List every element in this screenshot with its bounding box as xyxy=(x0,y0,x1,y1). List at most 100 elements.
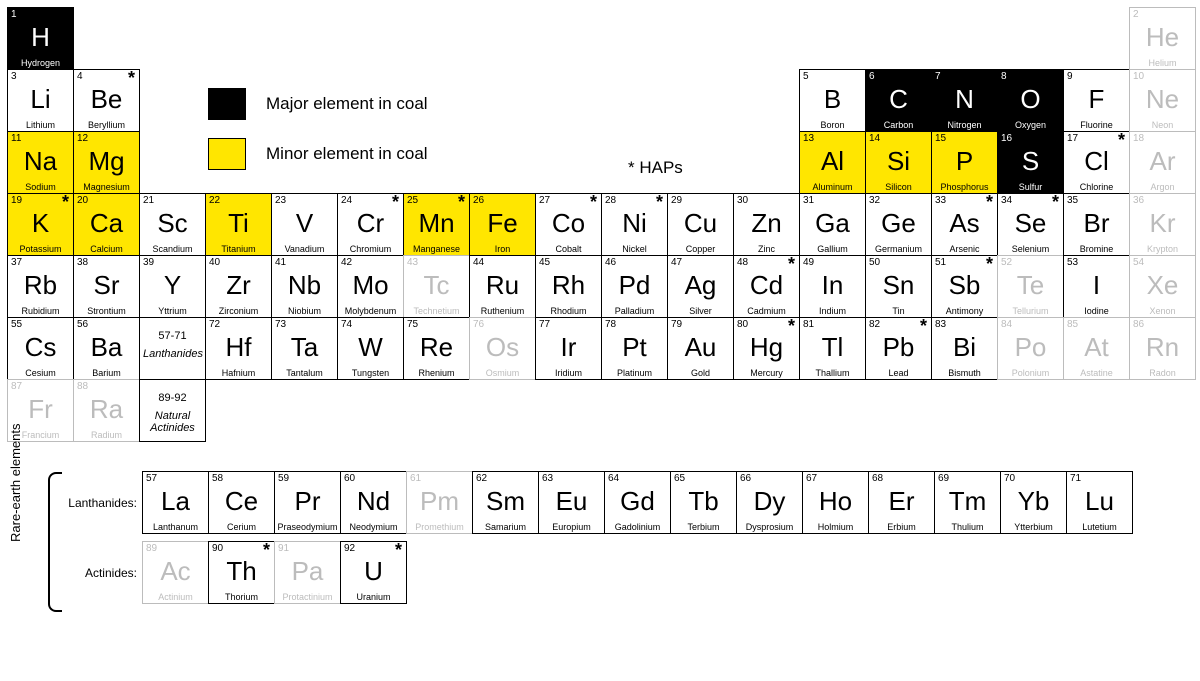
atomic-number: 19 xyxy=(11,195,22,206)
element-name: Phosphorus xyxy=(932,182,997,192)
element-name: Selenium xyxy=(998,244,1063,254)
element-cell-ni: 28*NiNickel xyxy=(601,193,668,256)
hap-marker: * xyxy=(62,193,69,213)
atomic-number: 52 xyxy=(1001,257,1012,268)
element-cell-ba: 56BaBarium xyxy=(73,317,140,380)
legend-swatch-major xyxy=(208,88,246,120)
atomic-number: 72 xyxy=(209,319,220,330)
atomic-number: 16 xyxy=(1001,133,1012,144)
element-cell-se: 34*SeSelenium xyxy=(997,193,1064,256)
element-cell-br: 35BrBromine xyxy=(1063,193,1130,256)
atomic-number: 26 xyxy=(473,195,484,206)
element-cell-cu: 29CuCopper xyxy=(667,193,734,256)
element-symbol: Eu xyxy=(542,488,601,514)
element-name: Tin xyxy=(866,306,931,316)
element-name: Ruthenium xyxy=(470,306,535,316)
element-symbol: Y xyxy=(143,272,202,298)
atomic-number: 7 xyxy=(935,71,941,82)
element-name: Tantalum xyxy=(272,368,337,378)
element-symbol: At xyxy=(1067,334,1126,360)
element-symbol: Ca xyxy=(77,210,136,236)
element-cell-pb: 82*PbLead xyxy=(865,317,932,380)
element-symbol: Ge xyxy=(869,210,928,236)
legend-haps: * HAPs xyxy=(628,158,683,178)
element-name: Germanium xyxy=(866,244,931,254)
element-name: Osmium xyxy=(470,368,535,378)
element-symbol: I xyxy=(1067,272,1126,298)
element-name: Scandium xyxy=(140,244,205,254)
hap-marker: * xyxy=(788,317,795,337)
element-symbol: Kr xyxy=(1133,210,1192,236)
atomic-number: 49 xyxy=(803,257,814,268)
element-name: Promethium xyxy=(407,522,472,532)
element-cell-hf: 72HfHafnium xyxy=(205,317,272,380)
atomic-number: 67 xyxy=(806,473,817,484)
element-cell-xe: 54XeXenon xyxy=(1129,255,1196,318)
element-symbol: As xyxy=(935,210,994,236)
element-symbol: Xe xyxy=(1133,272,1192,298)
element-cell-nd: 60NdNeodymium xyxy=(340,471,407,534)
rare-earth-side-label: Rare-earth elements xyxy=(8,424,23,543)
element-symbol: Re xyxy=(407,334,466,360)
atomic-number: 28 xyxy=(605,195,616,206)
element-symbol: Pm xyxy=(410,488,469,514)
element-symbol: Cl xyxy=(1067,148,1126,174)
atomic-number: 37 xyxy=(11,257,22,268)
element-name: Chromium xyxy=(338,244,403,254)
element-symbol: Ga xyxy=(803,210,862,236)
hap-marker: * xyxy=(1052,193,1059,213)
atomic-number: 91 xyxy=(278,543,289,554)
atomic-number: 54 xyxy=(1133,257,1144,268)
element-cell-al: 13AlAluminum xyxy=(799,131,866,194)
element-name: Boron xyxy=(800,120,865,130)
lanthanides-label: Lanthanides: xyxy=(68,496,143,510)
placeholder-cell: 89-92Natural Actinides xyxy=(139,379,206,442)
atomic-number: 3 xyxy=(11,71,17,82)
element-symbol: Sm xyxy=(476,488,535,514)
element-name: Niobium xyxy=(272,306,337,316)
element-cell-p: 15PPhosphorus xyxy=(931,131,998,194)
element-symbol: Ta xyxy=(275,334,334,360)
element-symbol: Os xyxy=(473,334,532,360)
element-cell-te: 52TeTellurium xyxy=(997,255,1064,318)
element-name: Platinum xyxy=(602,368,667,378)
hap-marker: * xyxy=(395,541,402,561)
hap-marker: * xyxy=(986,193,993,213)
element-name: Neodymium xyxy=(341,522,406,532)
hap-marker: * xyxy=(656,193,663,213)
element-cell-dy: 66DyDysprosium xyxy=(736,471,803,534)
atomic-number: 23 xyxy=(275,195,286,206)
element-symbol: Tb xyxy=(674,488,733,514)
element-cell-cl: 17*ClChlorine xyxy=(1063,131,1130,194)
element-cell-rb: 37RbRubidium xyxy=(7,255,74,318)
element-symbol: La xyxy=(146,488,205,514)
atomic-number: 18 xyxy=(1133,133,1144,144)
element-name: Copper xyxy=(668,244,733,254)
element-name: Radium xyxy=(74,430,139,440)
atomic-number: 25 xyxy=(407,195,418,206)
element-symbol: Nb xyxy=(275,272,334,298)
atomic-number: 64 xyxy=(608,473,619,484)
element-symbol: N xyxy=(935,86,994,112)
atomic-number: 42 xyxy=(341,257,352,268)
atomic-number: 15 xyxy=(935,133,946,144)
element-name: Manganese xyxy=(404,244,469,254)
element-name: Chlorine xyxy=(1064,182,1129,192)
element-name: Cobalt xyxy=(536,244,601,254)
element-symbol: Ra xyxy=(77,396,136,422)
element-cell-gd: 64GdGadolinium xyxy=(604,471,671,534)
element-name: Radon xyxy=(1130,368,1195,378)
element-symbol: In xyxy=(803,272,862,298)
atomic-number: 17 xyxy=(1067,133,1078,144)
element-cell-i: 53IIodine xyxy=(1063,255,1130,318)
element-symbol: Zr xyxy=(209,272,268,298)
element-cell-w: 74WTungsten xyxy=(337,317,404,380)
element-name: Lithium xyxy=(8,120,73,130)
element-name: Antimony xyxy=(932,306,997,316)
element-name: Bromine xyxy=(1064,244,1129,254)
legend-label-minor: Minor element in coal xyxy=(266,144,428,164)
atomic-number: 78 xyxy=(605,319,616,330)
element-cell-y: 39YYttrium xyxy=(139,255,206,318)
element-name: Iron xyxy=(470,244,535,254)
atomic-number: 27 xyxy=(539,195,550,206)
